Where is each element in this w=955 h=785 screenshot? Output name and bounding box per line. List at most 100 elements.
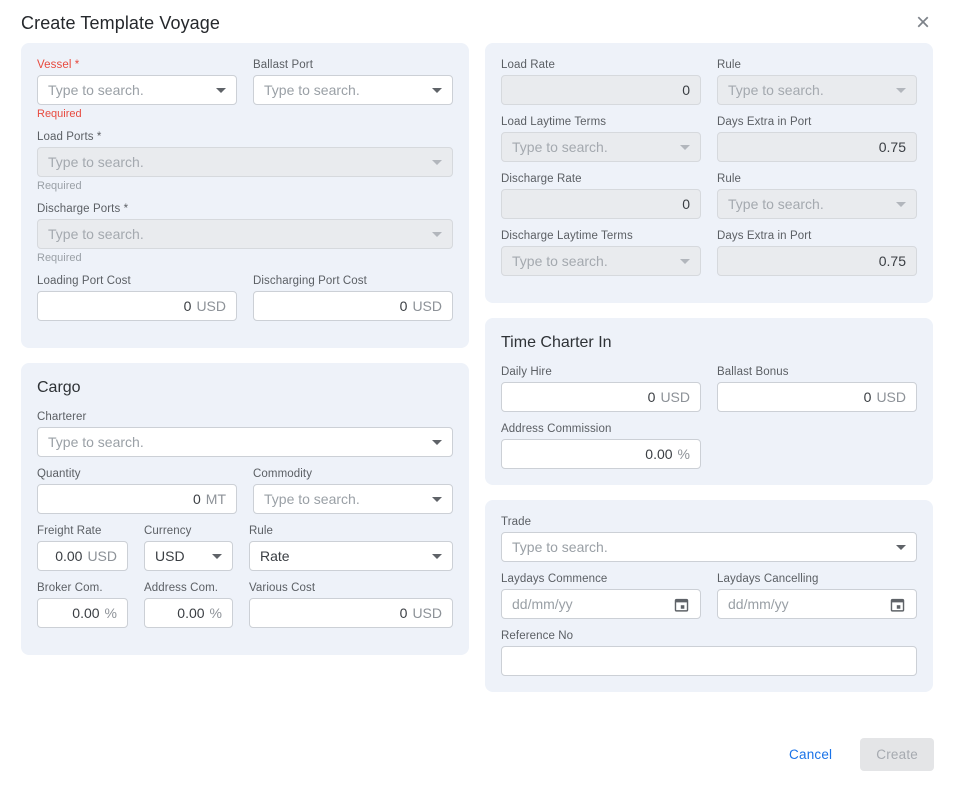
discharging-port-cost-label: Discharging Port Cost (253, 275, 367, 287)
discharge-ports-select: Type to search. (37, 219, 453, 249)
various-cost-input[interactable]: 0 USD (249, 598, 453, 628)
laydays-cancelling-input[interactable]: dd/mm/yy (717, 589, 917, 619)
ballast-bonus-field-group: Ballast Bonus 0 USD (717, 366, 917, 423)
vessel-select[interactable]: Type to search. (37, 75, 237, 105)
discharge-laytime-terms-label: Discharge Laytime Terms (501, 230, 633, 242)
laydays-cancelling-label: Laydays Cancelling (717, 573, 819, 585)
page-title: Create Template Voyage (21, 13, 220, 33)
laydays-cancelling-field-group: Laydays Cancelling dd/mm/yy (717, 573, 917, 630)
load-rule-field-group: Rule Type to search. (717, 59, 917, 116)
chevron-down-icon (432, 553, 442, 559)
ballast-port-label: Ballast Port (253, 59, 314, 71)
create-button[interactable]: Create (860, 738, 934, 771)
calendar-icon[interactable] (889, 596, 906, 613)
laydays-commence-input[interactable]: dd/mm/yy (501, 589, 701, 619)
ballast-port-select[interactable]: Type to search. (253, 75, 453, 105)
freight-rate-input[interactable]: 0.00 USD (37, 541, 128, 571)
address-com-field-group: Address Com. 0.00 % (144, 582, 233, 628)
discharge-rate-label: Discharge Rate (501, 173, 582, 185)
address-com-label: Address Com. (144, 582, 219, 594)
modal-footer: Cancel Create (0, 738, 955, 785)
trade-panel: Trade Type to search. Laydays Commence d… (485, 500, 933, 692)
ballast-bonus-input[interactable]: 0 USD (717, 382, 917, 412)
discharge-ports-label: Discharge Ports * (37, 203, 129, 215)
various-cost-field-group: Various Cost 0 USD (249, 582, 453, 639)
vessel-required-message: Required (37, 108, 82, 120)
address-commission-field-group: Address Commission 0.00 % (501, 423, 701, 469)
cargo-heading: Cargo (37, 379, 81, 396)
load-laytime-terms-select: Type to search. (501, 132, 701, 162)
currency-select[interactable]: USD (144, 541, 233, 571)
load-rule-select: Type to search. (717, 75, 917, 105)
voyage-panel: Vessel * Type to search. Required Ballas… (21, 43, 469, 348)
quantity-field-group: Quantity 0 MT (37, 468, 237, 514)
loading-port-cost-field-group: Loading Port Cost 0 USD (37, 275, 237, 321)
chevron-down-icon (212, 553, 222, 559)
freight-rule-select[interactable]: Rate (249, 541, 453, 571)
quantity-label: Quantity (37, 468, 81, 480)
chevron-down-icon (680, 258, 690, 264)
load-days-extra-label: Days Extra in Port (717, 116, 812, 128)
trade-field-group: Trade Type to search. (501, 516, 917, 562)
reference-no-input[interactable] (501, 646, 917, 676)
modal-body: Vessel * Type to search. Required Ballas… (0, 43, 955, 692)
calendar-icon[interactable] (673, 596, 690, 613)
cargo-panel: Cargo Charterer Type to search. Quantity… (21, 363, 469, 655)
load-days-extra-input: 0.75 (717, 132, 917, 162)
currency-label: Currency (144, 525, 192, 537)
address-commission-input[interactable]: 0.00 % (501, 439, 701, 469)
time-charter-in-panel: Time Charter In Daily Hire 0 USD Ballast… (485, 318, 933, 485)
discharge-laytime-terms-select: Type to search. (501, 246, 701, 276)
load-ports-label: Load Ports * (37, 131, 102, 143)
reference-no-label: Reference No (501, 630, 574, 642)
commodity-field-group: Commodity Type to search. (253, 468, 453, 525)
daily-hire-field-group: Daily Hire 0 USD (501, 366, 701, 412)
charterer-select[interactable]: Type to search. (37, 427, 453, 457)
load-days-extra-field-group: Days Extra in Port 0.75 (717, 116, 917, 173)
load-ports-select: Type to search. (37, 147, 453, 177)
freight-rate-field-group: Freight Rate 0.00 USD (37, 525, 128, 571)
cancel-button[interactable]: Cancel (789, 747, 833, 762)
discharging-port-cost-input[interactable]: 0 USD (253, 291, 453, 321)
loading-port-cost-input[interactable]: 0 USD (37, 291, 237, 321)
right-column: Load Rate 0 Rule Type to search. Load La… (485, 43, 933, 692)
broker-com-field-group: Broker Com. 0.00 % (37, 582, 128, 628)
broker-com-input[interactable]: 0.00 % (37, 598, 128, 628)
address-com-input[interactable]: 0.00 % (144, 598, 233, 628)
ballast-bonus-label: Ballast Bonus (717, 366, 789, 378)
discharge-days-extra-label: Days Extra in Port (717, 230, 812, 242)
load-ports-required-message: Required (37, 180, 82, 192)
chevron-down-icon (432, 87, 442, 93)
discharge-days-extra-input: 0.75 (717, 246, 917, 276)
chevron-down-icon (680, 144, 690, 150)
daily-hire-input[interactable]: 0 USD (501, 382, 701, 412)
broker-com-label: Broker Com. (37, 582, 103, 594)
loading-port-cost-label: Loading Port Cost (37, 275, 131, 287)
chevron-down-icon (432, 439, 442, 445)
laydays-commence-label: Laydays Commence (501, 573, 608, 585)
discharge-rate-field-group: Discharge Rate 0 (501, 173, 701, 219)
load-laytime-terms-label: Load Laytime Terms (501, 116, 607, 128)
load-rate-input: 0 (501, 75, 701, 105)
reference-no-field-group: Reference No (501, 630, 917, 676)
discharge-ports-field-group: Discharge Ports * Type to search. Requir… (37, 203, 453, 264)
trade-label: Trade (501, 516, 532, 528)
chevron-down-icon (432, 231, 442, 237)
discharge-rule-field-group: Rule Type to search. (717, 173, 917, 230)
modal-header: Create Template Voyage × (0, 0, 955, 43)
commodity-select[interactable]: Type to search. (253, 484, 453, 514)
discharge-laytime-terms-field-group: Discharge Laytime Terms Type to search. (501, 230, 701, 276)
close-icon[interactable]: × (912, 11, 934, 35)
daily-hire-label: Daily Hire (501, 366, 552, 378)
freight-rate-label: Freight Rate (37, 525, 102, 537)
chevron-down-icon (432, 496, 442, 502)
laydays-commence-field-group: Laydays Commence dd/mm/yy (501, 573, 701, 619)
time-charter-in-heading: Time Charter In (501, 334, 612, 351)
load-laytime-terms-field-group: Load Laytime Terms Type to search. (501, 116, 701, 162)
charterer-field-group: Charterer Type to search. (37, 411, 453, 457)
quantity-input[interactable]: 0 MT (37, 484, 237, 514)
freight-rule-field-group: Rule Rate (249, 525, 453, 582)
discharging-port-cost-field-group: Discharging Port Cost 0 USD (253, 275, 453, 332)
discharge-rule-label: Rule (717, 173, 742, 185)
trade-select[interactable]: Type to search. (501, 532, 917, 562)
